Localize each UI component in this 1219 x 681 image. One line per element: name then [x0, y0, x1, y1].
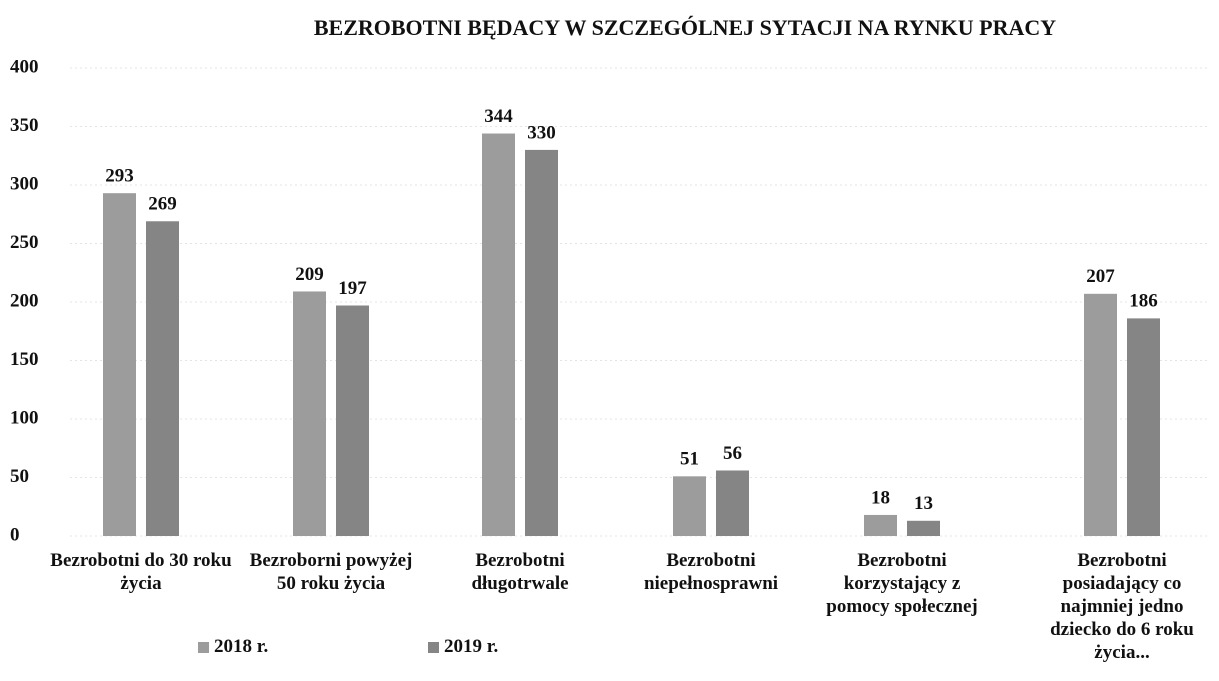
bar [103, 193, 136, 536]
bar [907, 520, 940, 536]
legend-item: 2018 r. [198, 636, 268, 658]
bar [1127, 318, 1160, 536]
x-tick-label: Bezrobotni do 30 roku życia [50, 550, 232, 594]
data-label: 293 [105, 166, 134, 187]
bar [716, 470, 749, 536]
y-tick-label: 150 [10, 349, 39, 370]
y-tick-label: 100 [10, 407, 39, 428]
y-tick-label: 50 [10, 466, 29, 487]
data-label: 13 [914, 493, 933, 514]
data-label: 207 [1086, 266, 1115, 287]
bar [293, 291, 326, 536]
data-label: 56 [723, 443, 742, 464]
bar [525, 149, 558, 536]
x-tick-label: Bezrobotni korzystający z pomocy społecz… [826, 550, 978, 617]
bar [1084, 293, 1117, 536]
chart-title: BEZROBOTNI BĘDACY W SZCZEGÓLNEJ SYTACJI … [314, 15, 1056, 40]
bar [146, 221, 179, 536]
data-label: 330 [527, 122, 556, 143]
data-label: 209 [295, 264, 324, 285]
x-tick-label: Bezroborni powyżej 50 roku życia [249, 550, 413, 594]
data-label: 186 [1129, 291, 1158, 312]
legend-swatch [428, 641, 439, 653]
x-tick-label: Bezrobotni niepełnosprawni [643, 550, 779, 594]
data-label: 51 [680, 449, 699, 470]
bar [673, 476, 706, 536]
data-label: 344 [484, 106, 513, 127]
y-tick-label: 250 [10, 232, 39, 253]
y-tick-label: 0 [10, 524, 20, 545]
bar [864, 514, 897, 536]
legend-label: 2018 r. [214, 636, 269, 657]
x-tick-label: Bezrobotni długotrwale [471, 550, 569, 594]
x-tick-label: Bezrobotni posiadający co najmniej jedno… [1050, 550, 1194, 663]
bar [336, 305, 369, 536]
data-label: 18 [871, 487, 890, 508]
legend-item: 2019 r. [428, 636, 498, 658]
legend-swatch [198, 641, 209, 653]
y-tick-label: 350 [10, 115, 39, 136]
data-label: 269 [148, 194, 177, 215]
legend-label: 2019 r. [444, 636, 499, 657]
y-tick-label: 300 [10, 173, 39, 194]
bar [482, 133, 515, 536]
y-tick-label: 200 [10, 290, 39, 311]
y-tick-label: 400 [10, 56, 39, 77]
data-label: 197 [338, 278, 367, 299]
